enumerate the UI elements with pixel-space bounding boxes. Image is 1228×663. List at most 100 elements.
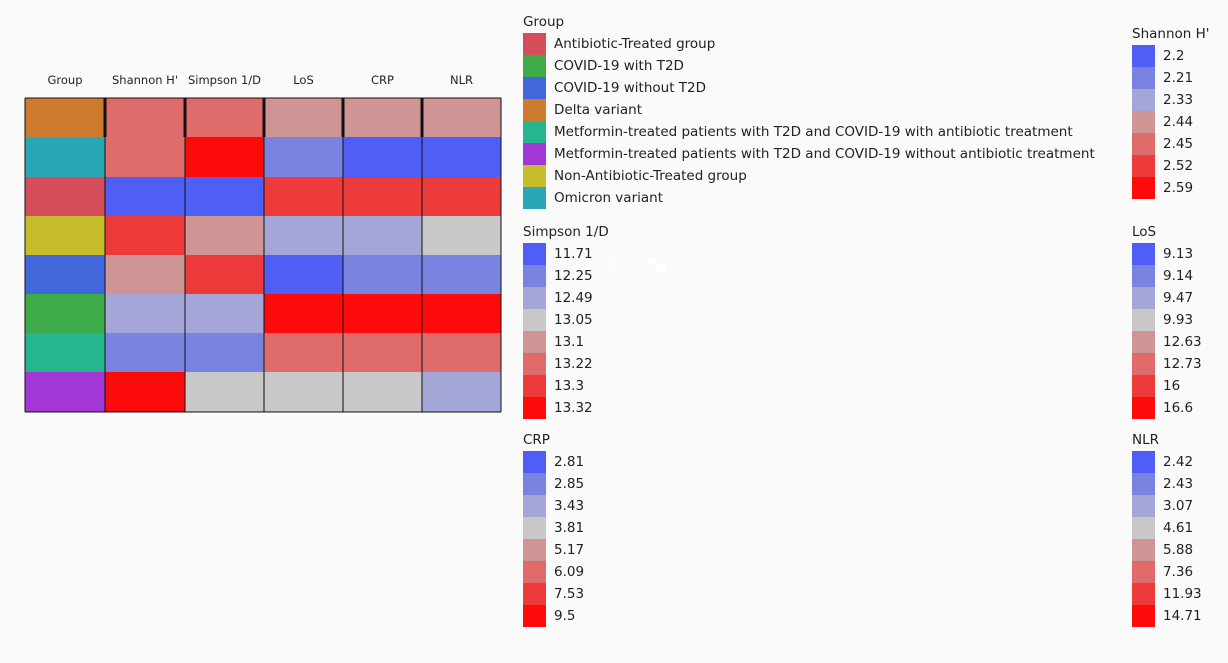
legend-swatch [523,33,546,55]
legend-swatch [1132,495,1155,517]
legend-item: 2.52 [1132,155,1209,177]
legend-item: 2.44 [1132,111,1209,133]
legend-swatch [523,495,546,517]
legend-label: 13.3 [554,378,585,394]
legend-swatch [523,287,546,309]
legend-label: 2.59 [1163,180,1194,196]
legend-label: 2.33 [1163,92,1194,108]
legend-swatch [523,121,546,143]
legend-swatch [523,353,546,375]
legend-label: 12.73 [1163,356,1202,372]
heatmap-cell [343,294,422,333]
legend-item: 2.43 [1132,473,1202,495]
legend-swatch [1132,473,1155,495]
legend-label: 11.71 [554,246,593,262]
heatmap-cell [105,255,185,294]
heatmap-cell [25,98,105,137]
legend-label: 7.53 [554,586,585,602]
legend-item: 16 [1132,375,1202,397]
legend-label: Metformin-treated patients with T2D and … [554,146,1095,162]
column-header: Shannon H' [112,73,178,87]
legend-swatch [1132,243,1155,265]
legend-nlr: NLR 2.42 2.43 3.07 4.61 5.88 7.36 11.93 14.71 [1132,431,1202,627]
legend-label: 2.85 [554,476,585,492]
heatmap-cell [264,216,343,255]
heatmap-cell [25,372,105,412]
heatmap-cell [185,177,264,216]
heatmap-cell [185,372,264,412]
legend-item: 3.43 [523,495,584,517]
legend-item: COVID-19 with T2D [523,55,1095,77]
legend-item: 9.93 [1132,309,1202,331]
heatmap-cell [25,137,105,177]
legend-swatch [523,517,546,539]
legend-item: 4.61 [1132,517,1202,539]
legend-swatch [523,375,546,397]
decorative-speck [649,258,656,264]
heatmap-cell [105,98,185,137]
legend-swatch [1132,331,1155,353]
legend-item: 2.2 [1132,45,1209,67]
heatmap-cell [25,216,105,255]
heatmap-cell [422,255,501,294]
heatmap-cell [422,372,501,412]
legend-item: 2.33 [1132,89,1209,111]
legend-label: 2.45 [1163,136,1194,152]
legend-item: 9.47 [1132,287,1202,309]
legend-item: Omicron variant [523,187,1095,209]
legend-label: 2.42 [1163,454,1194,470]
legend-swatch [523,165,546,187]
legend-swatch [523,539,546,561]
legend-swatch [523,265,546,287]
legend-swatch [523,473,546,495]
heatmap-cell [264,372,343,412]
legend-label: 3.43 [554,498,585,514]
heatmap-cell [185,137,264,177]
legend-label: COVID-19 without T2D [554,80,707,96]
legend-swatch [1132,45,1155,67]
legend-label: 12.63 [1163,334,1202,350]
legend-item: 2.81 [523,451,584,473]
heatmap-cell [343,255,422,294]
heatmap-cell [264,333,343,372]
legend-label: 13.05 [554,312,593,328]
heatmap-cell [343,372,422,412]
legend-swatch [523,143,546,165]
legend-label: 6.09 [554,564,585,580]
column-header: Simpson 1/D [188,73,261,87]
heatmap-cell [105,216,185,255]
legend-swatch [523,99,546,121]
legend-item: 11.71 [523,243,609,265]
column-header: LoS [293,73,314,87]
legend-label: 13.22 [554,356,593,372]
legend-item: 12.25 [523,265,609,287]
legend-item: 2.59 [1132,177,1209,199]
legend-title: Shannon H' [1132,26,1210,42]
legend-swatch [523,583,546,605]
heatmap-cell [185,216,264,255]
legend-swatch [1132,287,1155,309]
heatmap-cell [105,372,185,412]
legend-item: 2.42 [1132,451,1202,473]
heatmap-cell [343,216,422,255]
heatmap-chart: Group Shannon H' Simpson 1/D LoS CRP NLR [24,73,502,413]
heatmap-cell [105,137,185,177]
legend-label: 9.13 [1163,246,1194,262]
legend-swatch [1132,375,1155,397]
legend-label: 9.5 [554,608,576,624]
legend-label: 5.17 [554,542,585,558]
legend-swatch [523,243,546,265]
legend-label: 2.2 [1163,48,1185,64]
legend-title: NLR [1132,432,1159,448]
legend-item: 3.81 [523,517,584,539]
legend-title: LoS [1132,224,1157,240]
legend-item: 3.07 [1132,495,1202,517]
legend-item: 2.21 [1132,67,1209,89]
heatmap-cell [422,137,501,177]
legend-label: 12.49 [554,290,593,306]
legend-item: Delta variant [523,99,1095,121]
column-header: Group [47,73,82,87]
legend-item: 14.71 [1132,605,1202,627]
legend-item: 9.13 [1132,243,1202,265]
legend-item: COVID-19 without T2D [523,77,1095,99]
